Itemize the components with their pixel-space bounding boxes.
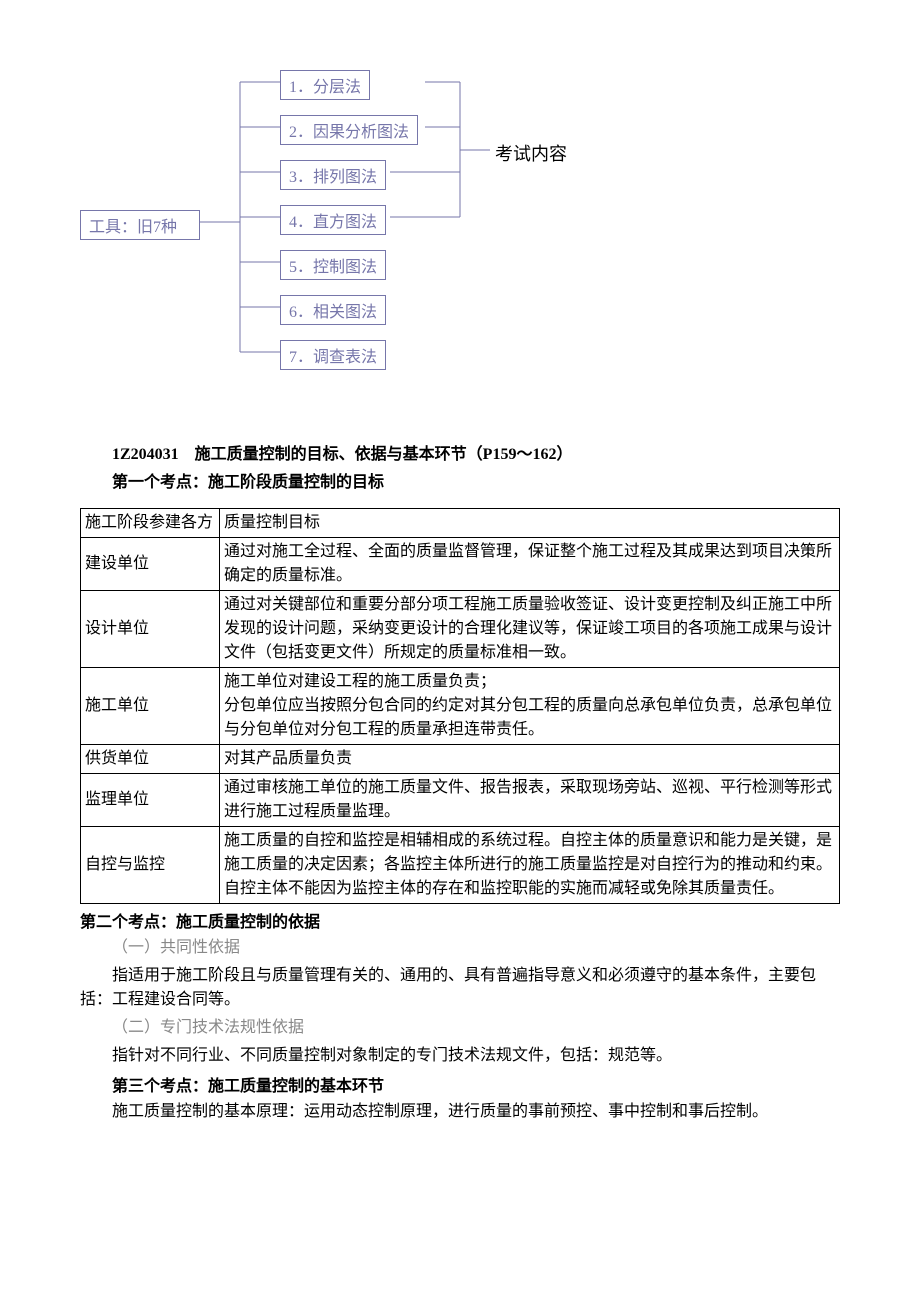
party-cell: 供货单位 — [81, 745, 220, 774]
target-cell: 施工单位对建设工程的施工质量负责； 分包单位应当按照分包合同的约定对其分包工程的… — [220, 668, 840, 745]
diagram-method-7: 7．调查表法 — [280, 340, 386, 370]
target-cell: 施工质量的自控和监控是相辅相成的系统过程。自控主体的质量意识和能力是关键，是施工… — [220, 827, 840, 904]
table-row: 自控与监控 施工质量的自控和监控是相辅相成的系统过程。自控主体的质量意识和能力是… — [81, 827, 840, 904]
party-cell: 自控与监控 — [81, 827, 220, 904]
diagram-root-node: 工具：旧7种 — [80, 210, 200, 240]
diagram-method-2: 2．因果分析图法 — [280, 115, 418, 145]
point3-body: 施工质量控制的基本原理：运用动态控制原理，进行质量的事前预控、事中控制和事后控制… — [80, 1100, 840, 1124]
target-cell: 对其产品质量负责 — [220, 745, 840, 774]
party-cell: 监理单位 — [81, 774, 220, 827]
tools-diagram: 工具：旧7种 1．分层法 2．因果分析图法 3．排列图法 4．直方图法 5．控制… — [80, 60, 640, 400]
point2-sub1-title: （一）共同性依据 — [80, 936, 840, 960]
party-cell: 设计单位 — [81, 591, 220, 668]
table-row: 建设单位 通过对施工全过程、全面的质量监督管理，保证整个施工过程及其成果达到项目… — [81, 538, 840, 591]
party-cell: 建设单位 — [81, 538, 220, 591]
point2-sub1-body: 指适用于施工阶段且与质量管理有关的、通用的、具有普遍指导意义和必须遵守的基本条件… — [80, 964, 840, 1012]
point2-heading: 第二个考点：施工质量控制的依据 — [80, 908, 840, 932]
point3-heading: 第三个考点：施工质量控制的基本环节 — [80, 1072, 840, 1096]
diagram-method-3: 3．排列图法 — [280, 160, 386, 190]
table-header-row: 施工阶段参建各方 质量控制目标 — [81, 509, 840, 538]
section-code: 1Z204031 施工质量控制的目标、依据与基本环节（P159～162） — [80, 440, 840, 464]
target-cell: 通过对关键部位和重要分部分项工程施工质量验收签证、设计变更控制及纠正施工中所发现… — [220, 591, 840, 668]
diagram-method-4: 4．直方图法 — [280, 205, 386, 235]
col2-header: 质量控制目标 — [220, 509, 840, 538]
diagram-method-6: 6．相关图法 — [280, 295, 386, 325]
target-cell: 通过审核施工单位的施工质量文件、报告报表，采取现场旁站、巡视、平行检测等形式进行… — [220, 774, 840, 827]
point1-heading: 第一个考点：施工阶段质量控制的目标 — [80, 468, 840, 492]
table-row: 供货单位 对其产品质量负责 — [81, 745, 840, 774]
party-cell: 施工单位 — [81, 668, 220, 745]
diagram-method-5: 5．控制图法 — [280, 250, 386, 280]
col1-header: 施工阶段参建各方 — [81, 509, 220, 538]
point2-sub2-title: （二）专门技术法规性依据 — [80, 1016, 840, 1040]
table-row: 监理单位 通过审核施工单位的施工质量文件、报告报表，采取现场旁站、巡视、平行检测… — [81, 774, 840, 827]
diagram-exam-label: 考试内容 — [495, 140, 567, 166]
table-row: 设计单位 通过对关键部位和重要分部分项工程施工质量验收签证、设计变更控制及纠正施… — [81, 591, 840, 668]
target-cell: 通过对施工全过程、全面的质量监督管理，保证整个施工过程及其成果达到项目决策所确定… — [220, 538, 840, 591]
table-row: 施工单位 施工单位对建设工程的施工质量负责； 分包单位应当按照分包合同的约定对其… — [81, 668, 840, 745]
quality-target-table: 施工阶段参建各方 质量控制目标 建设单位 通过对施工全过程、全面的质量监督管理，… — [80, 508, 840, 904]
point2-sub2-body: 指针对不同行业、不同质量控制对象制定的专门技术法规文件，包括：规范等。 — [80, 1044, 840, 1068]
diagram-method-1: 1．分层法 — [280, 70, 370, 100]
